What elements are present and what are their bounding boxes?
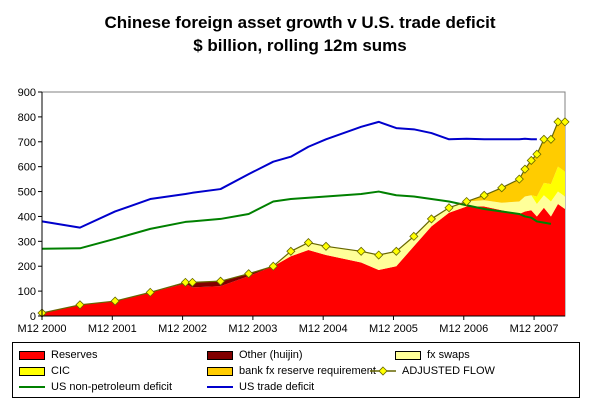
legend-swatch-us-trade-deficit <box>207 386 233 388</box>
adjusted-flow-point <box>286 246 296 256</box>
legend-item-bank-fx-reserve-requirement: bank fx reserve requirement <box>207 363 376 379</box>
adjusted-flow-point <box>268 261 278 271</box>
line-us-trade-deficit <box>41 120 537 229</box>
y-axis: 0 100 200 300 400 500 600 700 800 900 <box>18 87 43 323</box>
adjusted-flow-point <box>321 241 331 251</box>
legend-label-fx-swaps: fx swaps <box>427 349 470 361</box>
legend-swatch-fx-swaps <box>395 350 421 360</box>
y-tick-label: 400 <box>18 211 36 223</box>
adjusted-flow-point <box>462 196 472 207</box>
adjusted-flow-point <box>444 203 454 213</box>
legend-swatch-adjusted-flow <box>370 366 396 376</box>
legend-item-cic: CIC <box>19 363 70 379</box>
y-tick-label: 300 <box>18 236 36 248</box>
legend-label-bank-fx-reserve-requirement: bank fx reserve requirement <box>239 365 376 377</box>
legend-item-us-trade-deficit: US trade deficit <box>207 379 314 395</box>
y-tick-label: 0 <box>30 311 36 323</box>
legend-swatch-other-huijin <box>207 350 233 360</box>
y-tick-label: 500 <box>18 187 36 199</box>
legend-item-us-non-petroleum-deficit: US non-petroleum deficit <box>19 379 172 395</box>
adjusted-flow-point <box>374 250 384 260</box>
adjusted-flow-markers <box>37 117 570 318</box>
legend-item-fx-swaps: fx swaps <box>395 347 470 363</box>
legend-swatch-reserves <box>19 350 45 360</box>
adjusted-flow-point <box>560 117 570 127</box>
adjusted-flow-point <box>479 190 489 200</box>
adjusted-flow-point <box>426 214 437 224</box>
adjusted-flow-point <box>546 134 556 144</box>
y-tick-label: 600 <box>18 162 36 174</box>
x-tick-label: M12 2002 <box>158 323 207 335</box>
y-tick-label: 900 <box>18 87 36 99</box>
adjusted-flow-point <box>532 149 542 159</box>
legend-swatch-bank-fx-reserve-requirement <box>207 366 233 376</box>
area-fx-swaps <box>42 191 565 314</box>
adjusted-flow-point <box>180 277 190 287</box>
legend-label-other-huijin: Other (huijin) <box>239 349 303 361</box>
legend: Reserves Other (huijin) fx swaps CIC ban… <box>12 342 580 398</box>
adjusted-flow-point <box>526 155 536 166</box>
area-reserves <box>42 204 565 316</box>
x-tick-label: M12 2001 <box>88 323 137 335</box>
y-tick-label: 100 <box>18 286 36 298</box>
y-tick-label: 200 <box>18 261 36 273</box>
chart-subtitle: $ billion, rolling 12m sums <box>193 36 407 55</box>
y-tick-label: 700 <box>18 137 36 149</box>
x-tick-label: M12 2004 <box>299 323 348 335</box>
adjusted-flow-point <box>553 117 563 127</box>
x-tick-label: M12 2000 <box>18 323 67 335</box>
y-tick-label: 800 <box>18 112 36 124</box>
legend-item-adjusted-flow: ADJUSTED FLOW <box>370 363 495 379</box>
chart-title: Chinese foreign asset growth v U.S. trad… <box>104 13 495 32</box>
legend-swatch-us-non-petroleum-deficit <box>19 386 45 388</box>
adjusted-flow-point <box>539 134 549 144</box>
adjusted-flow-point <box>391 246 401 256</box>
legend-label-reserves: Reserves <box>51 349 98 361</box>
x-tick-label: M12 2005 <box>369 323 418 335</box>
x-axis: M12 2000 M12 2001 M12 2002 M12 2003 M12 2004… <box>18 315 565 335</box>
stacked-areas <box>42 121 565 316</box>
legend-label-us-trade-deficit: US trade deficit <box>239 381 315 393</box>
adjusted-flow-point <box>409 231 419 241</box>
adjusted-flow-point <box>356 246 366 256</box>
legend-item-other-huijin: Other (huijin) <box>207 347 303 363</box>
line-us-non-petroleum-deficit <box>41 190 552 250</box>
legend-swatch-cic <box>19 366 45 376</box>
adjusted-flow-point <box>110 296 120 306</box>
adjusted-flow-point <box>145 287 155 297</box>
legend-label-us-non-petroleum-deficit: US non-petroleum deficit <box>51 381 173 393</box>
legend-label-adjusted-flow: ADJUSTED FLOW <box>402 365 495 377</box>
adjusted-flow-point <box>303 238 313 248</box>
adjusted-flow-point <box>187 277 197 287</box>
adjusted-flow-point <box>520 164 530 174</box>
x-tick-label: M12 2006 <box>439 323 488 335</box>
x-tick-label: M12 2003 <box>228 323 277 335</box>
adjusted-flow-point <box>244 269 254 279</box>
x-tick-label: M12 2007 <box>510 323 559 335</box>
legend-item-reserves: Reserves <box>19 347 97 363</box>
adjusted-flow-point <box>215 276 226 286</box>
adjusted-flow-point <box>75 300 85 310</box>
adjusted-flow-point <box>497 183 507 193</box>
legend-label-cic: CIC <box>51 365 70 377</box>
adjusted-flow-point <box>514 174 524 184</box>
